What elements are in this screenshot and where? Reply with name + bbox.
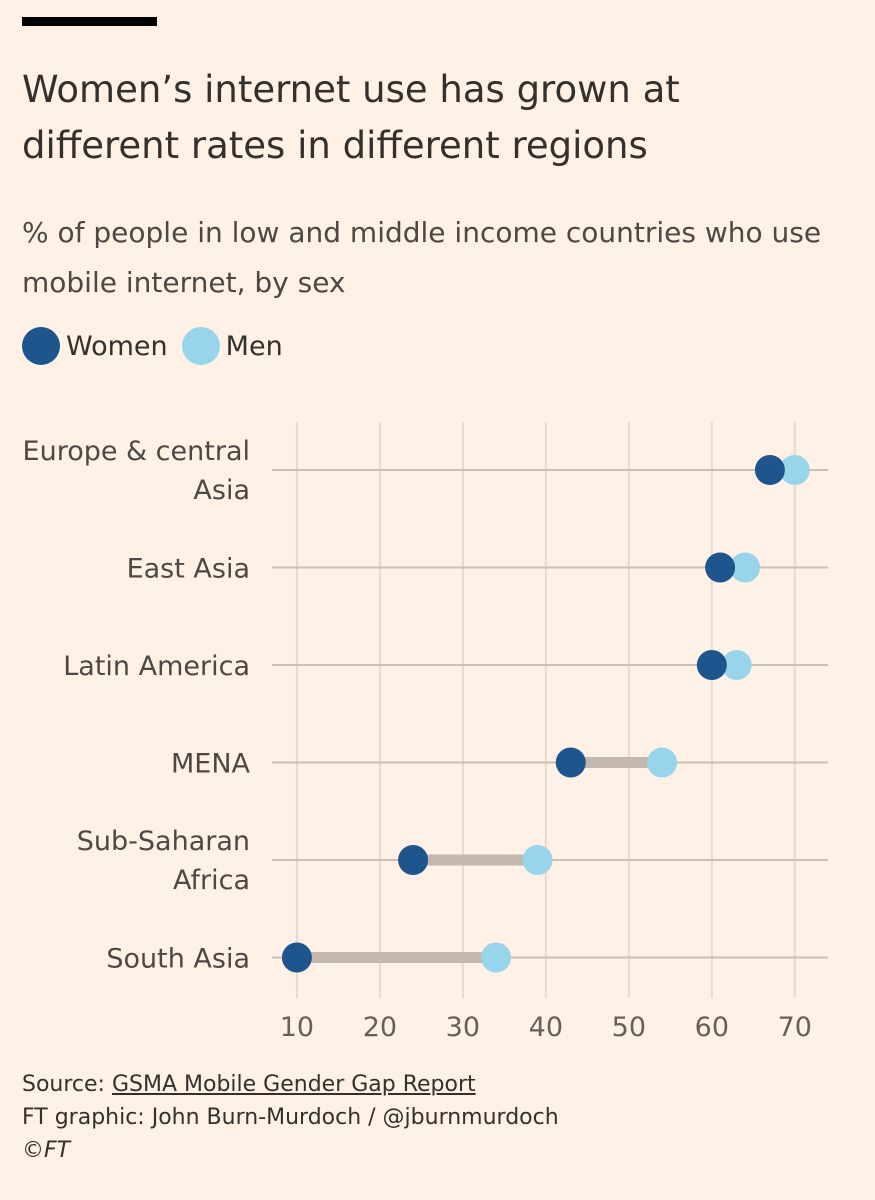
- category-label-2-0: Latin America: [63, 651, 250, 682]
- women-dot-2: [696, 650, 727, 680]
- legend: Women Men: [22, 326, 297, 366]
- legend-swatch-women: [22, 327, 60, 365]
- men-dot-5: [481, 942, 512, 973]
- x-tick-label-20: 20: [363, 1012, 397, 1043]
- category-label-0-1: Asia: [193, 475, 250, 506]
- men-dot-4: [522, 845, 553, 875]
- footer: Source: GSMA Mobile Gender Gap Report FT…: [22, 1068, 862, 1167]
- x-tick-label-10: 10: [280, 1012, 314, 1043]
- women-dot-3: [555, 747, 586, 778]
- legend-label-women: Women: [66, 330, 168, 362]
- men-dot-1: [730, 552, 761, 583]
- category-label-5-0: South Asia: [106, 944, 250, 975]
- category-label-1-0: East Asia: [127, 554, 250, 585]
- chart-subtitle: % of people in low and middle income cou…: [22, 216, 822, 299]
- x-tick-label-70: 70: [778, 1012, 812, 1043]
- credit-line: FT graphic: John Burn-Murdoch / @jburnmu…: [22, 1105, 559, 1130]
- source-prefix: Source:: [22, 1072, 112, 1097]
- source-line: Source: GSMA Mobile Gender Gap Report: [22, 1068, 862, 1101]
- x-tick-label-50: 50: [612, 1012, 646, 1043]
- copyright: ©FT: [22, 1138, 71, 1163]
- women-dot-5: [281, 942, 312, 973]
- chart-title: Women’s internet use has grown at differ…: [22, 68, 680, 167]
- legend-swatch-men: [181, 327, 220, 365]
- x-tick-label-60: 60: [695, 1012, 729, 1043]
- category-label-3-0: MENA: [171, 749, 251, 780]
- x-tick-label-30: 30: [446, 1012, 480, 1043]
- men-dot-2: [721, 650, 752, 680]
- source-link[interactable]: GSMA Mobile Gender Gap Report: [111, 1072, 476, 1097]
- women-dot-0: [754, 455, 785, 485]
- dumbbell-chart: 10 20 30 40 50 60 70 Europe & central Asia East A…: [23, 422, 828, 1043]
- category-label-4-1: Africa: [173, 865, 250, 896]
- women-dot-1: [705, 552, 736, 583]
- x-tick-label-40: 40: [529, 1012, 563, 1043]
- men-dot-3: [647, 747, 678, 778]
- category-label-4-0: Sub-Saharan: [77, 826, 250, 857]
- category-label-0-0: Europe & central: [23, 436, 250, 467]
- legend-item-women: Women: [22, 327, 168, 365]
- men-dot-0: [779, 455, 810, 485]
- ft-top-bar: [22, 17, 157, 26]
- women-dot-4: [398, 845, 429, 875]
- legend-label-men: Men: [225, 330, 283, 362]
- legend-item-men: Men: [181, 327, 283, 365]
